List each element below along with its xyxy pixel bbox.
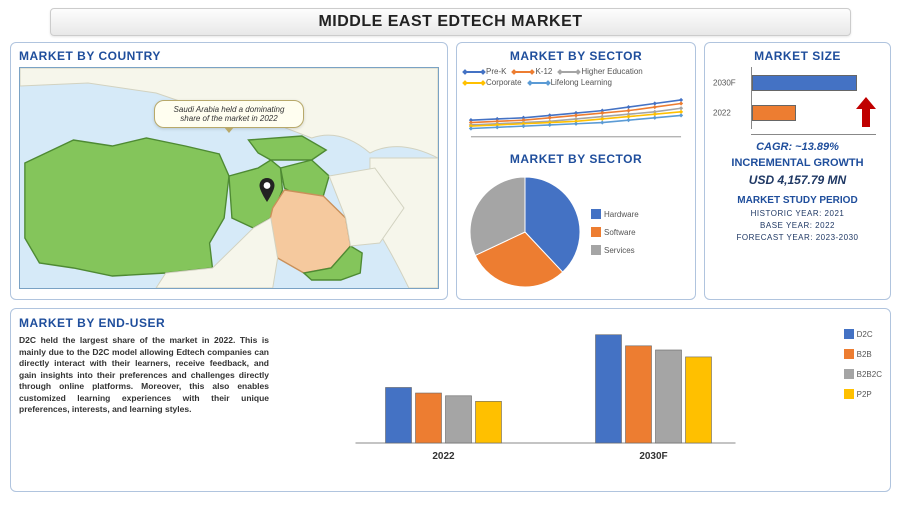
region-north-africa <box>25 138 229 276</box>
svg-text:2022: 2022 <box>432 451 455 462</box>
market-size-title: MARKET SIZE <box>713 49 882 63</box>
legend-item: D2C <box>844 329 882 339</box>
market-size-bar-chart: 2030F 2022 <box>713 67 882 139</box>
legend-item: Pre-K <box>465 67 506 76</box>
size-bar-label: 2022 <box>713 109 731 118</box>
market-by-sector-card: MARKET BY SECTOR Pre-K K-12 Higher Educati… <box>456 42 696 300</box>
market-by-enduser-card: MARKET BY END-USER D2C held the largest … <box>10 308 891 492</box>
enduser-title: MARKET BY END-USER <box>19 315 269 331</box>
market-by-country-card: MARKET BY COUNTRY <box>10 42 448 300</box>
legend-item: Lifelong Learning <box>530 78 612 87</box>
cagr-label: CAGR: ~13.89% <box>713 141 882 153</box>
sector-line-chart <box>465 89 687 143</box>
map-pin-icon <box>258 178 276 202</box>
enduser-bar-chart: 2022 2030F <box>279 315 882 465</box>
legend-item: Services <box>591 245 639 255</box>
page-title: MIDDLE EAST EDTECH MARKET <box>50 8 851 36</box>
size-bar-label: 2030F <box>713 79 736 88</box>
legend-item: Hardware <box>591 209 639 219</box>
growth-arrow-icon <box>856 97 876 132</box>
map-callout: Saudi Arabia held a dominating share of … <box>154 100 304 128</box>
size-bar <box>752 105 796 121</box>
market-size-card: MARKET SIZE 2030F 2022 CAGR: ~13.89% INCR… <box>704 42 891 300</box>
study-line-forecast: FORECAST YEAR: 2023-2030 <box>713 233 882 242</box>
legend-item: P2P <box>844 389 882 399</box>
legend-item: B2B2C <box>844 369 882 379</box>
legend-item: B2B <box>844 349 882 359</box>
study-line-base: BASE YEAR: 2022 <box>713 221 882 230</box>
enduser-legend: D2C B2B B2B2C P2P <box>844 329 882 399</box>
legend-item: Corporate <box>465 78 522 87</box>
sector-pie-legend: Hardware Software Services <box>591 209 639 255</box>
svg-text:2030F: 2030F <box>639 451 667 462</box>
incremental-growth-value: USD 4,157.79 MN <box>713 173 882 187</box>
size-bar <box>752 75 857 91</box>
enduser-description: D2C held the largest share of the market… <box>19 335 269 415</box>
sector-pie-chart <box>465 172 585 292</box>
legend-item: K-12 <box>514 67 552 76</box>
market-by-country-title: MARKET BY COUNTRY <box>19 49 439 63</box>
legend-item: Higher Education <box>560 67 642 76</box>
study-line-historic: HISTORIC YEAR: 2021 <box>713 209 882 218</box>
incremental-growth-title: INCREMENTAL GROWTH <box>713 157 882 169</box>
legend-item: Software <box>591 227 639 237</box>
region-turkey <box>248 136 326 160</box>
study-period-title: MARKET STUDY PERIOD <box>713 195 882 206</box>
sector-pie-title: MARKET BY SECTOR <box>465 152 687 166</box>
sector-line-title: MARKET BY SECTOR <box>465 49 687 63</box>
map-region: Saudi Arabia held a dominating share of … <box>19 67 439 289</box>
sector-line-legend: Pre-K K-12 Higher Education Corporate Lifelo… <box>465 67 687 87</box>
